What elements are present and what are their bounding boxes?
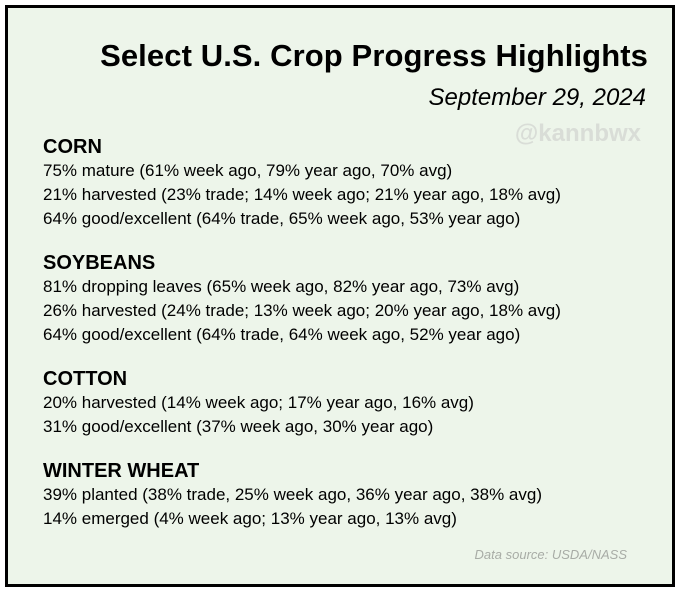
- report-date: September 29, 2024: [428, 84, 647, 111]
- section-heading: WINTER WHEAT: [43, 460, 200, 482]
- section-line: 39% planted (38% trade, 25% week ago, 36…: [43, 485, 542, 504]
- section-heading: SOYBEANS: [43, 252, 156, 274]
- section-heading: COTTON: [43, 368, 128, 390]
- section-line: 31% good/excellent (37% week ago, 30% ye…: [43, 417, 434, 436]
- section-cotton: COTTON 20% harvested (14% week ago; 17% …: [43, 366, 662, 439]
- section-corn: CORN 75% mature (61% week ago, 79% year …: [43, 134, 662, 231]
- page-title: Select U.S. Crop Progress Highlights: [100, 38, 648, 73]
- section-line: 26% harvested (24% trade; 13% week ago; …: [43, 301, 561, 320]
- crop-progress-card: Select U.S. Crop Progress Highlights Sep…: [5, 5, 675, 587]
- section-soybeans: SOYBEANS 81% dropping leaves (65% week a…: [43, 250, 662, 347]
- data-source-note: Data source: USDA/NASS: [474, 547, 627, 562]
- section-winter-wheat: WINTER WHEAT 39% planted (38% trade, 25%…: [43, 458, 662, 531]
- section-line: 20% harvested (14% week ago; 17% year ag…: [43, 393, 474, 412]
- crop-sections: CORN 75% mature (61% week ago, 79% year …: [43, 134, 662, 550]
- section-line: 21% harvested (23% trade; 14% week ago; …: [43, 185, 561, 204]
- section-line: 64% good/excellent (64% trade, 64% week …: [43, 325, 521, 344]
- section-heading: CORN: [43, 136, 102, 158]
- section-line: 75% mature (61% week ago, 79% year ago, …: [43, 161, 453, 180]
- section-line: 81% dropping leaves (65% week ago, 82% y…: [43, 277, 520, 296]
- section-line: 14% emerged (4% week ago; 13% year ago, …: [43, 509, 457, 528]
- watermark-handle: @kannbwx: [514, 120, 641, 147]
- section-line: 64% good/excellent (64% trade, 65% week …: [43, 209, 521, 228]
